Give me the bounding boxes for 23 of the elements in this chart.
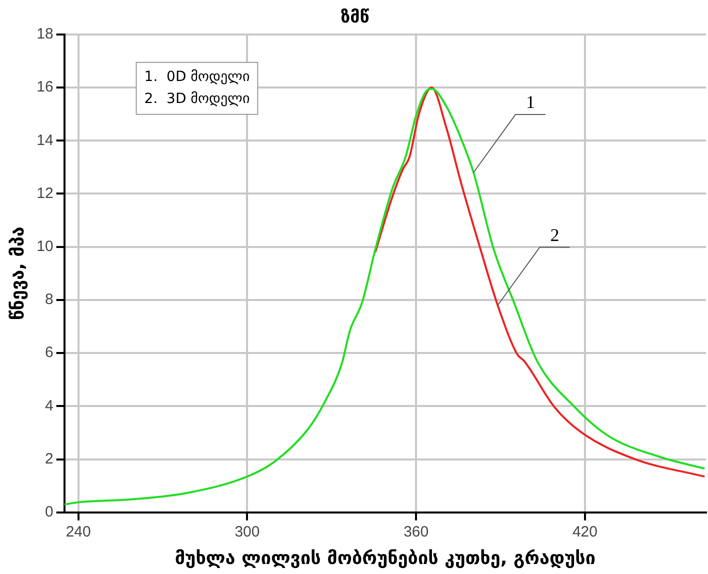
- x-axis-title: მუხლა ლილვის მობრუნების კუთხე, გრადუსი: [174, 548, 596, 569]
- x-tick-label: 420: [572, 524, 598, 541]
- y-tick-label: 14: [36, 132, 54, 149]
- line-series: [64, 88, 706, 506]
- x-tick-label: 300: [234, 524, 260, 541]
- line-series: [374, 86, 706, 478]
- x-tick-label: 240: [66, 524, 91, 541]
- y-tick-label: 10: [36, 238, 54, 255]
- x-tick-label: 360: [404, 524, 429, 541]
- y-tick-label: 6: [44, 344, 54, 362]
- annotation: 1. 0D მოდელი: [144, 69, 250, 86]
- y-tick-label: 12: [36, 184, 54, 202]
- annotation: 2. 3D მოდელი: [144, 91, 250, 108]
- y-axis-title: წნევა, მპა: [7, 226, 28, 320]
- y-tick-label: 8: [44, 291, 54, 308]
- annotation: 1: [526, 92, 536, 112]
- y-tick-label: 16: [36, 78, 54, 96]
- y-tick-label: 4: [44, 397, 54, 414]
- y-tick-label: 2: [44, 450, 54, 468]
- y-tick-label: 18: [36, 26, 54, 43]
- chart-title: ზმწ: [340, 8, 370, 28]
- y-tick-label: 0: [44, 504, 54, 521]
- annotation: 2: [550, 225, 560, 245]
